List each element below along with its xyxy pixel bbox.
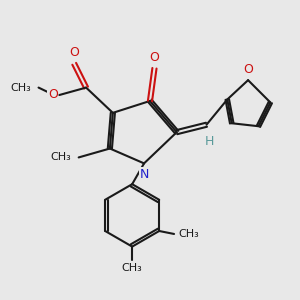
- Text: H: H: [205, 135, 214, 148]
- Text: O: O: [149, 51, 159, 64]
- Text: CH₃: CH₃: [122, 263, 142, 273]
- Text: CH₃: CH₃: [178, 229, 199, 239]
- Text: N: N: [140, 168, 149, 181]
- Text: CH₃: CH₃: [50, 152, 71, 162]
- Text: CH₃: CH₃: [11, 82, 31, 93]
- Text: O: O: [243, 63, 253, 76]
- Text: O: O: [48, 88, 58, 101]
- Text: O: O: [69, 46, 79, 59]
